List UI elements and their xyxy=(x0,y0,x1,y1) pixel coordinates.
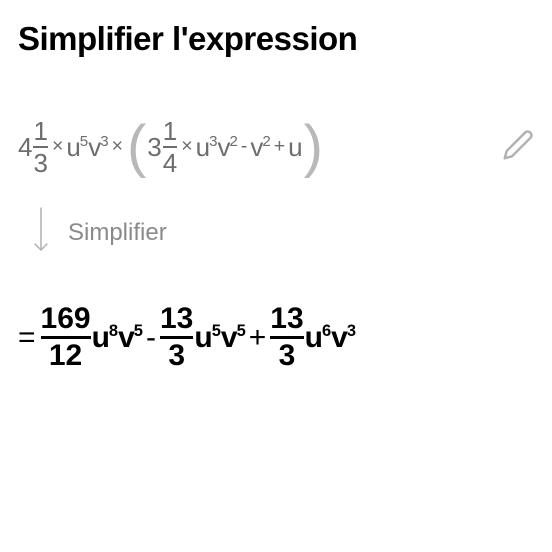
term-u: u3 xyxy=(196,134,218,160)
step-row: Simplifier xyxy=(32,206,534,259)
result-expression: = 169 12 u8 v5 - 13 3 u5 v5 + 13 3 u6 v3 xyxy=(18,304,534,371)
term-v: v2 xyxy=(217,134,237,160)
frac-den: 4 xyxy=(163,148,177,176)
page-title: Simplifier l'expression xyxy=(18,20,534,58)
frac-num: 169 xyxy=(41,304,91,336)
frac-den: 12 xyxy=(49,339,82,371)
step-label: Simplifier xyxy=(68,219,167,247)
frac-num: 13 xyxy=(160,304,193,336)
coef-whole: 4 xyxy=(18,134,32,160)
input-expression-row: 4 1 3 × u5 v3 × ( 3 1 4 × u3 v2 - v2 + u… xyxy=(18,118,534,176)
var-u: u5 xyxy=(66,134,88,160)
frac-den: 3 xyxy=(33,148,47,176)
var-v: v3 xyxy=(88,134,108,160)
frac-den: 3 xyxy=(279,339,296,371)
arrow-down-icon xyxy=(32,206,50,259)
plus-op: + xyxy=(249,323,267,353)
frac-num: 1 xyxy=(163,118,177,146)
frac-num: 13 xyxy=(270,304,303,336)
edit-icon[interactable] xyxy=(502,129,534,166)
result-v2: v5 xyxy=(221,323,246,353)
result-frac-1: 169 12 xyxy=(41,304,91,371)
times-op: × xyxy=(52,137,63,157)
minus-op: - xyxy=(146,323,156,353)
inner-coef-fraction: 1 4 xyxy=(163,118,177,176)
times-op: × xyxy=(112,137,123,157)
result-u3: u6 xyxy=(305,323,332,353)
frac-den: 3 xyxy=(168,339,185,371)
input-expression: 4 1 3 × u5 v3 × ( 3 1 4 × u3 v2 - v2 + u… xyxy=(18,118,324,176)
plus-op: + xyxy=(274,137,285,157)
result-u2: u5 xyxy=(194,323,221,353)
term-v2: v2 xyxy=(250,134,270,160)
frac-num: 1 xyxy=(33,118,47,146)
inner-coef-whole: 3 xyxy=(147,134,161,160)
times-op: × xyxy=(181,137,192,157)
minus-op: - xyxy=(241,137,248,157)
result-v1: v5 xyxy=(118,323,143,353)
term-u2: u xyxy=(288,134,302,160)
result-frac-2: 13 3 xyxy=(160,304,193,371)
result-frac-3: 13 3 xyxy=(270,304,303,371)
coef-fraction: 1 3 xyxy=(33,118,47,176)
result-v3: v3 xyxy=(331,323,356,353)
equals-sign: = xyxy=(18,323,36,353)
result-u1: u8 xyxy=(92,323,119,353)
